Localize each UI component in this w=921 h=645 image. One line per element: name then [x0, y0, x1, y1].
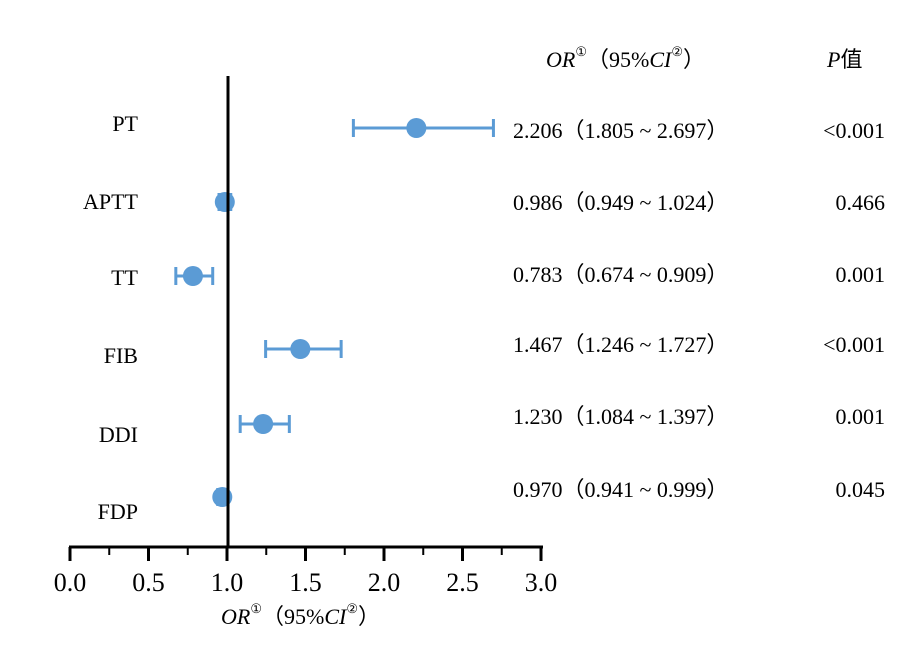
x-tick-label: 2.5	[446, 568, 479, 597]
p-column-header: P值	[826, 47, 862, 72]
x-tick-label: 1.5	[289, 568, 322, 597]
forest-row-fib: FIB 1.467（1.246 ~ 1.727） <0.001	[104, 332, 885, 368]
row-label: TT	[111, 265, 138, 290]
or-point	[253, 414, 274, 434]
row-label: APTT	[83, 189, 139, 214]
or-point	[214, 192, 235, 212]
x-tick-label: 3.0	[525, 568, 558, 597]
row-label: FIB	[104, 343, 138, 368]
row-label: PT	[112, 111, 138, 136]
p-value: 0.001	[836, 404, 886, 429]
row-label: FDP	[98, 499, 138, 524]
forest-row-fdp: FDP 0.970（0.941 ~ 0.999） 0.045	[98, 477, 885, 524]
or-ci-value: 1.467（1.246 ~ 1.727）	[513, 332, 728, 357]
p-value: 0.466	[836, 190, 886, 215]
x-tick-label: 0.5	[132, 568, 165, 597]
row-label: DDI	[99, 422, 138, 447]
forest-row-aptt: APTT 0.986（0.949 ~ 1.024） 0.466	[83, 189, 885, 215]
forest-row-ddi: DDI 1.230（1.084 ~ 1.397） 0.001	[99, 404, 885, 447]
p-value: <0.001	[823, 332, 885, 357]
or-ci-value: 2.206（1.805 ~ 2.697）	[513, 118, 728, 143]
forest-rows: PT 2.206（1.805 ~ 2.697） <0.001 APTT 0.986（0.…	[83, 111, 885, 524]
forest-row-pt: PT 2.206（1.805 ~ 2.697） <0.001	[112, 111, 885, 143]
or-ci-value: 0.986（0.949 ~ 1.024）	[513, 190, 728, 215]
or-ci-value: 1.230（1.084 ~ 1.397）	[513, 404, 728, 429]
or-point	[406, 118, 427, 138]
or-point	[182, 266, 203, 286]
p-value: <0.001	[823, 118, 885, 143]
or-column-header: OR①（95%CI②）	[546, 44, 705, 72]
x-tick-label: 2.0	[368, 568, 401, 597]
x-axis-title: OR①（95%CI②）	[221, 601, 380, 629]
or-ci-value: 0.970（0.941 ~ 0.999）	[513, 477, 728, 502]
p-value: 0.001	[836, 262, 886, 287]
or-point	[290, 339, 311, 359]
or-ci-value: 0.783（0.674 ~ 0.909）	[513, 262, 728, 287]
p-value: 0.045	[836, 477, 886, 502]
forest-row-tt: TT 0.783（0.674 ~ 0.909） 0.001	[111, 262, 885, 290]
x-axis-ticks: 0.0 0.5 1.0 1.5 2.0 2.5 3.0	[54, 547, 558, 597]
x-tick-label: 1.0	[211, 568, 244, 597]
x-tick-label: 0.0	[54, 568, 87, 597]
